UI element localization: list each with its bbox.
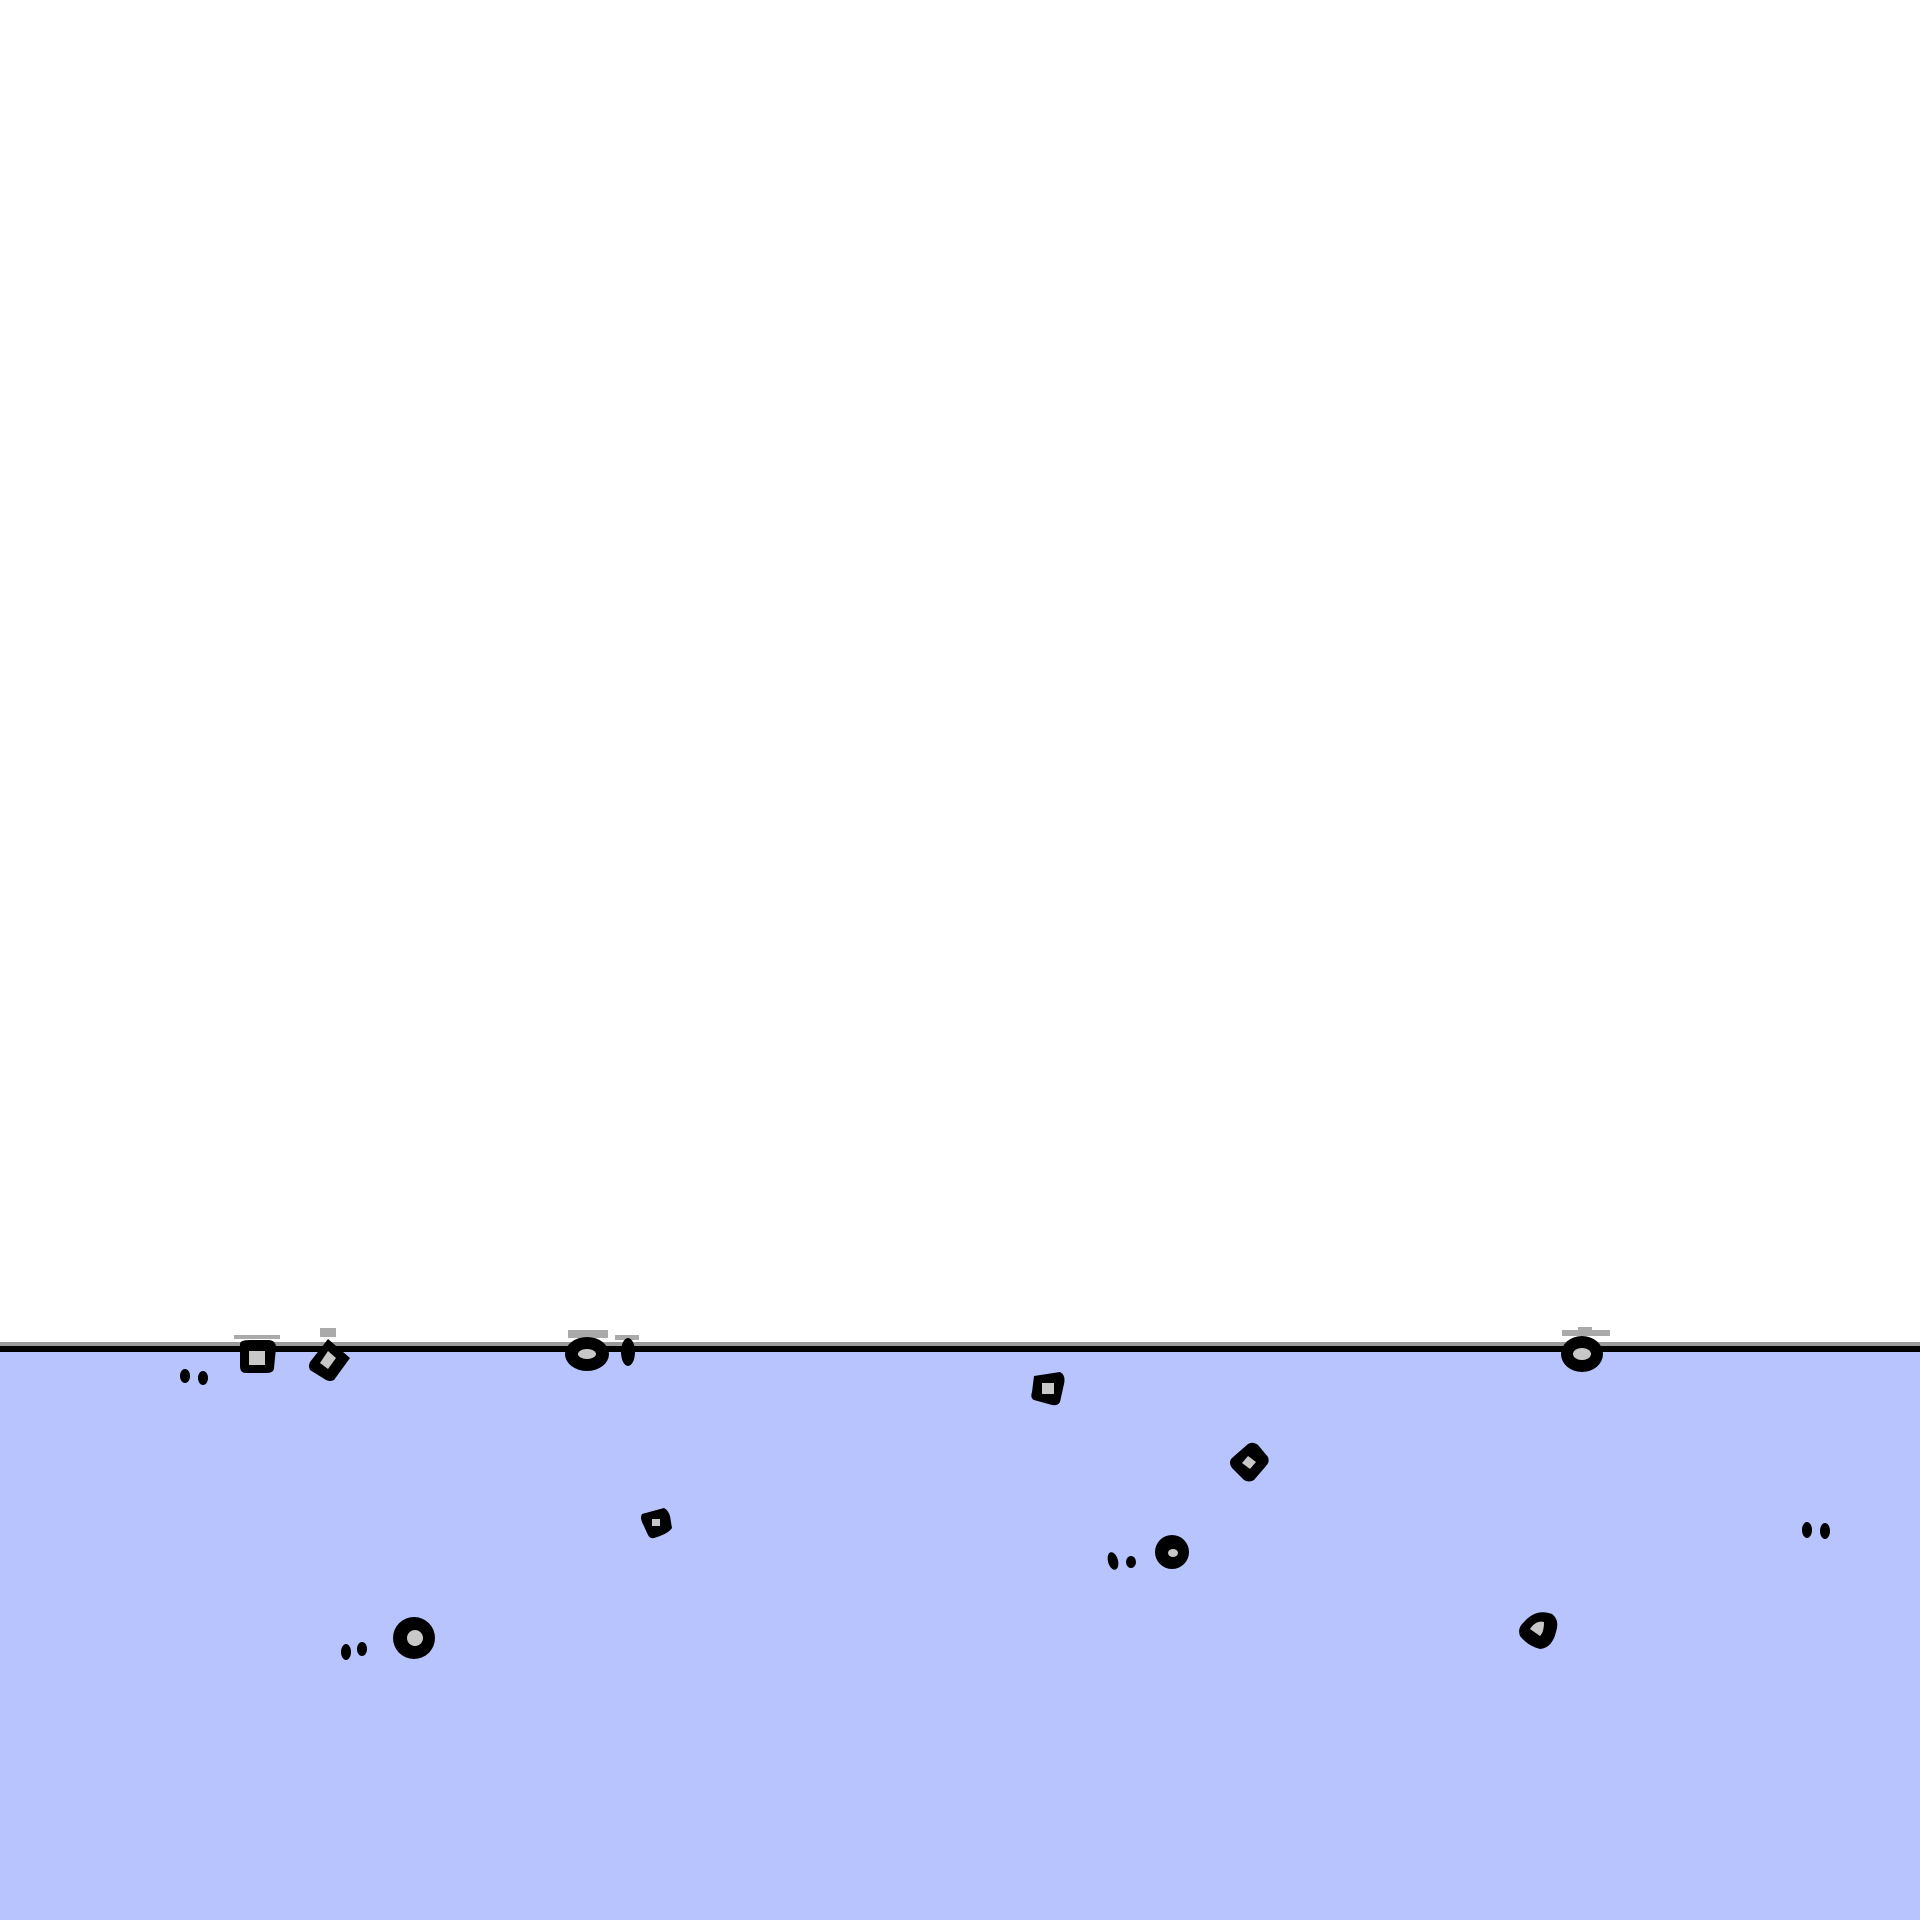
water-surface-line xyxy=(0,1346,1920,1352)
swimming-square-creature[interactable] xyxy=(1031,1372,1065,1406)
floating-diamond-creature[interactable] xyxy=(309,1328,350,1381)
swimming-diamond-creature[interactable] xyxy=(1230,1442,1269,1482)
swimming-small-square-creature[interactable] xyxy=(641,1508,672,1539)
eyes-pair-bottom-left xyxy=(341,1642,367,1660)
swimming-round-creature[interactable] xyxy=(1155,1535,1189,1569)
sky-background xyxy=(0,0,1920,1347)
swimming-heart-creature[interactable] xyxy=(1519,1612,1558,1649)
eyes-pair-left-surface xyxy=(180,1369,208,1385)
water-body xyxy=(0,1351,1920,1920)
eyes-pair-right xyxy=(1802,1522,1830,1539)
floating-oval-creature[interactable] xyxy=(565,1330,609,1371)
swimming-large-round-creature[interactable] xyxy=(393,1617,435,1659)
eyes-pair-center xyxy=(1107,1552,1136,1570)
water-surface-shade xyxy=(0,1342,1920,1346)
floating-round-creature[interactable] xyxy=(1561,1327,1610,1372)
floating-drop-creature[interactable] xyxy=(615,1335,639,1366)
floating-square-creature[interactable] xyxy=(234,1335,280,1373)
